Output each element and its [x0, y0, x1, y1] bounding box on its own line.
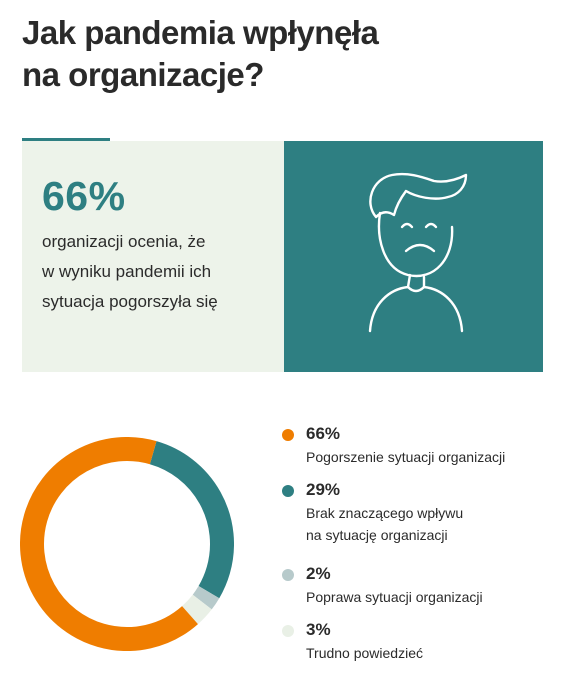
donut-slice-0 [20, 437, 234, 651]
title-line-2: na organizacje? [22, 56, 264, 93]
stat-value: 66% [42, 173, 126, 219]
legend-dot [282, 625, 294, 637]
legend-label-line: na sytuację organizacji [306, 527, 448, 543]
legend-label-line: Brak znaczącego wpływu [306, 505, 464, 521]
icon-panel [284, 141, 543, 372]
page-title: Jak pandemia wpłynęła na organizacje? [22, 12, 442, 96]
legend-label-line: Trudno powiedzieć [306, 645, 423, 661]
legend-label: Poprawa sytuacji organizacji [306, 586, 556, 608]
donut-chart [20, 437, 234, 651]
title-line-1: Jak pandemia wpłynęła [22, 14, 379, 51]
legend-label: Brak znaczącego wpływu na sytuację organ… [306, 502, 556, 546]
legend-label-line: Poprawa sytuacji organizacji [306, 589, 483, 605]
legend-dot [282, 485, 294, 497]
legend-label: Trudno powiedzieć [306, 642, 556, 664]
stat-text-line-2: w wyniku pandemii ich [42, 262, 212, 281]
stat-description: organizacji ocenia, że w wyniku pandemii… [42, 227, 272, 317]
legend-dot [282, 429, 294, 441]
legend-value: 66% [306, 424, 341, 443]
sad-face-icon [368, 172, 468, 333]
stat-text-line-1: organizacji ocenia, że [42, 232, 206, 251]
legend-dot [282, 569, 294, 581]
legend-value: 2% [306, 564, 331, 583]
legend-value: 3% [306, 620, 331, 639]
stat-panel: 66% organizacji ocenia, że w wyniku pand… [22, 141, 284, 372]
legend-label-line: Pogorszenie sytuacji organizacji [306, 449, 506, 465]
legend-value: 29% [306, 480, 341, 499]
stat-text-line-3: sytuacja pogorszyła się [42, 292, 218, 311]
legend-label: Pogorszenie sytuacji organizacji [306, 446, 556, 468]
accent-line [22, 138, 110, 141]
